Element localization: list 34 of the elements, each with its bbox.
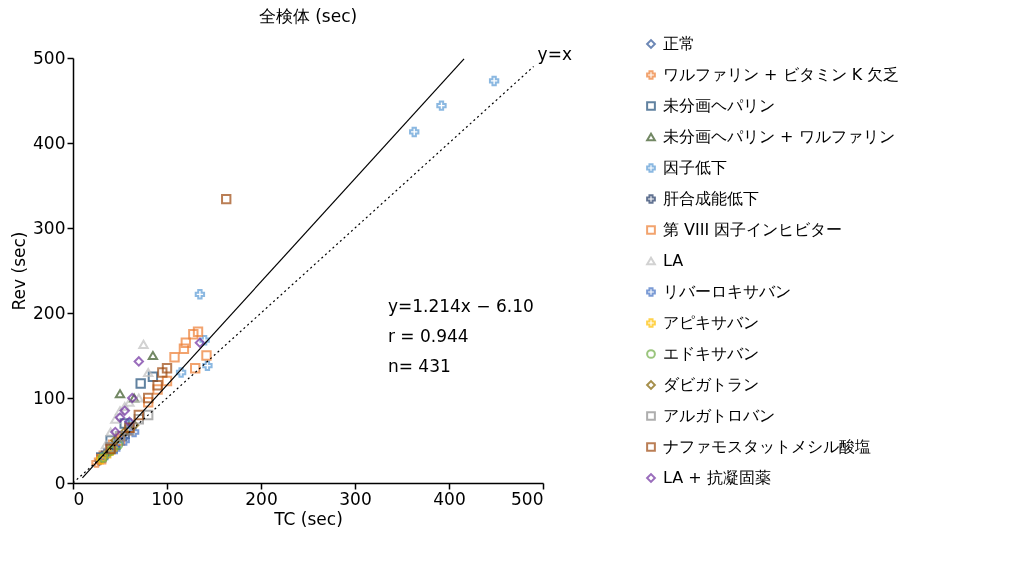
x-axis-title: TC (sec) [273,508,343,529]
y-tick-label: 400 [33,132,66,153]
legend-label: アピキサバン [663,313,759,332]
annotation: r = 0.944 [387,325,469,346]
x-tick-label: 100 [151,488,184,509]
legend-label: 因子低下 [663,158,727,177]
legend-label: リバーロキサバン [663,282,791,301]
legend-label: エドキサバン [663,344,759,363]
legend-label: 未分画ヘパリン [663,96,775,115]
legend-label: 正常 [663,34,695,53]
legend-label: ワルファリン + ビタミン K 欠乏 [663,65,900,84]
x-tick-label: 300 [339,488,372,509]
legend-label: 肝合成能低下 [663,189,759,208]
y-axis-title: Rev (sec) [9,231,30,311]
legend-label: LA [663,251,684,270]
y-tick-label: 500 [33,47,66,68]
legend-label: 第 VIII 因子インヒビター [663,220,843,239]
series-label: y=x [537,43,572,64]
annotation: n= 431 [387,355,451,376]
legend-label: ナファモスタットメシル酸塩 [663,437,871,456]
legend-label: ダビガトラン [663,375,759,394]
legend-label: LA + 抗凝固薬 [663,468,771,487]
y-tick-label: 200 [33,302,66,323]
y-tick-label: 0 [54,472,66,493]
x-tick-label: 500 [511,488,544,509]
legend-label: アルガトロバン [663,406,775,425]
chart-title: 全検体 (sec) [258,6,358,26]
x-tick-label: 0 [73,488,85,509]
annotation: y=1.214x − 6.10 [387,295,534,316]
x-tick-label: 200 [245,488,278,509]
x-tick-label: 400 [433,488,466,509]
legend-label: 未分画ヘパリン + ワルファリン [663,127,895,146]
y-tick-label: 100 [33,387,66,408]
y-tick-label: 300 [33,217,66,238]
